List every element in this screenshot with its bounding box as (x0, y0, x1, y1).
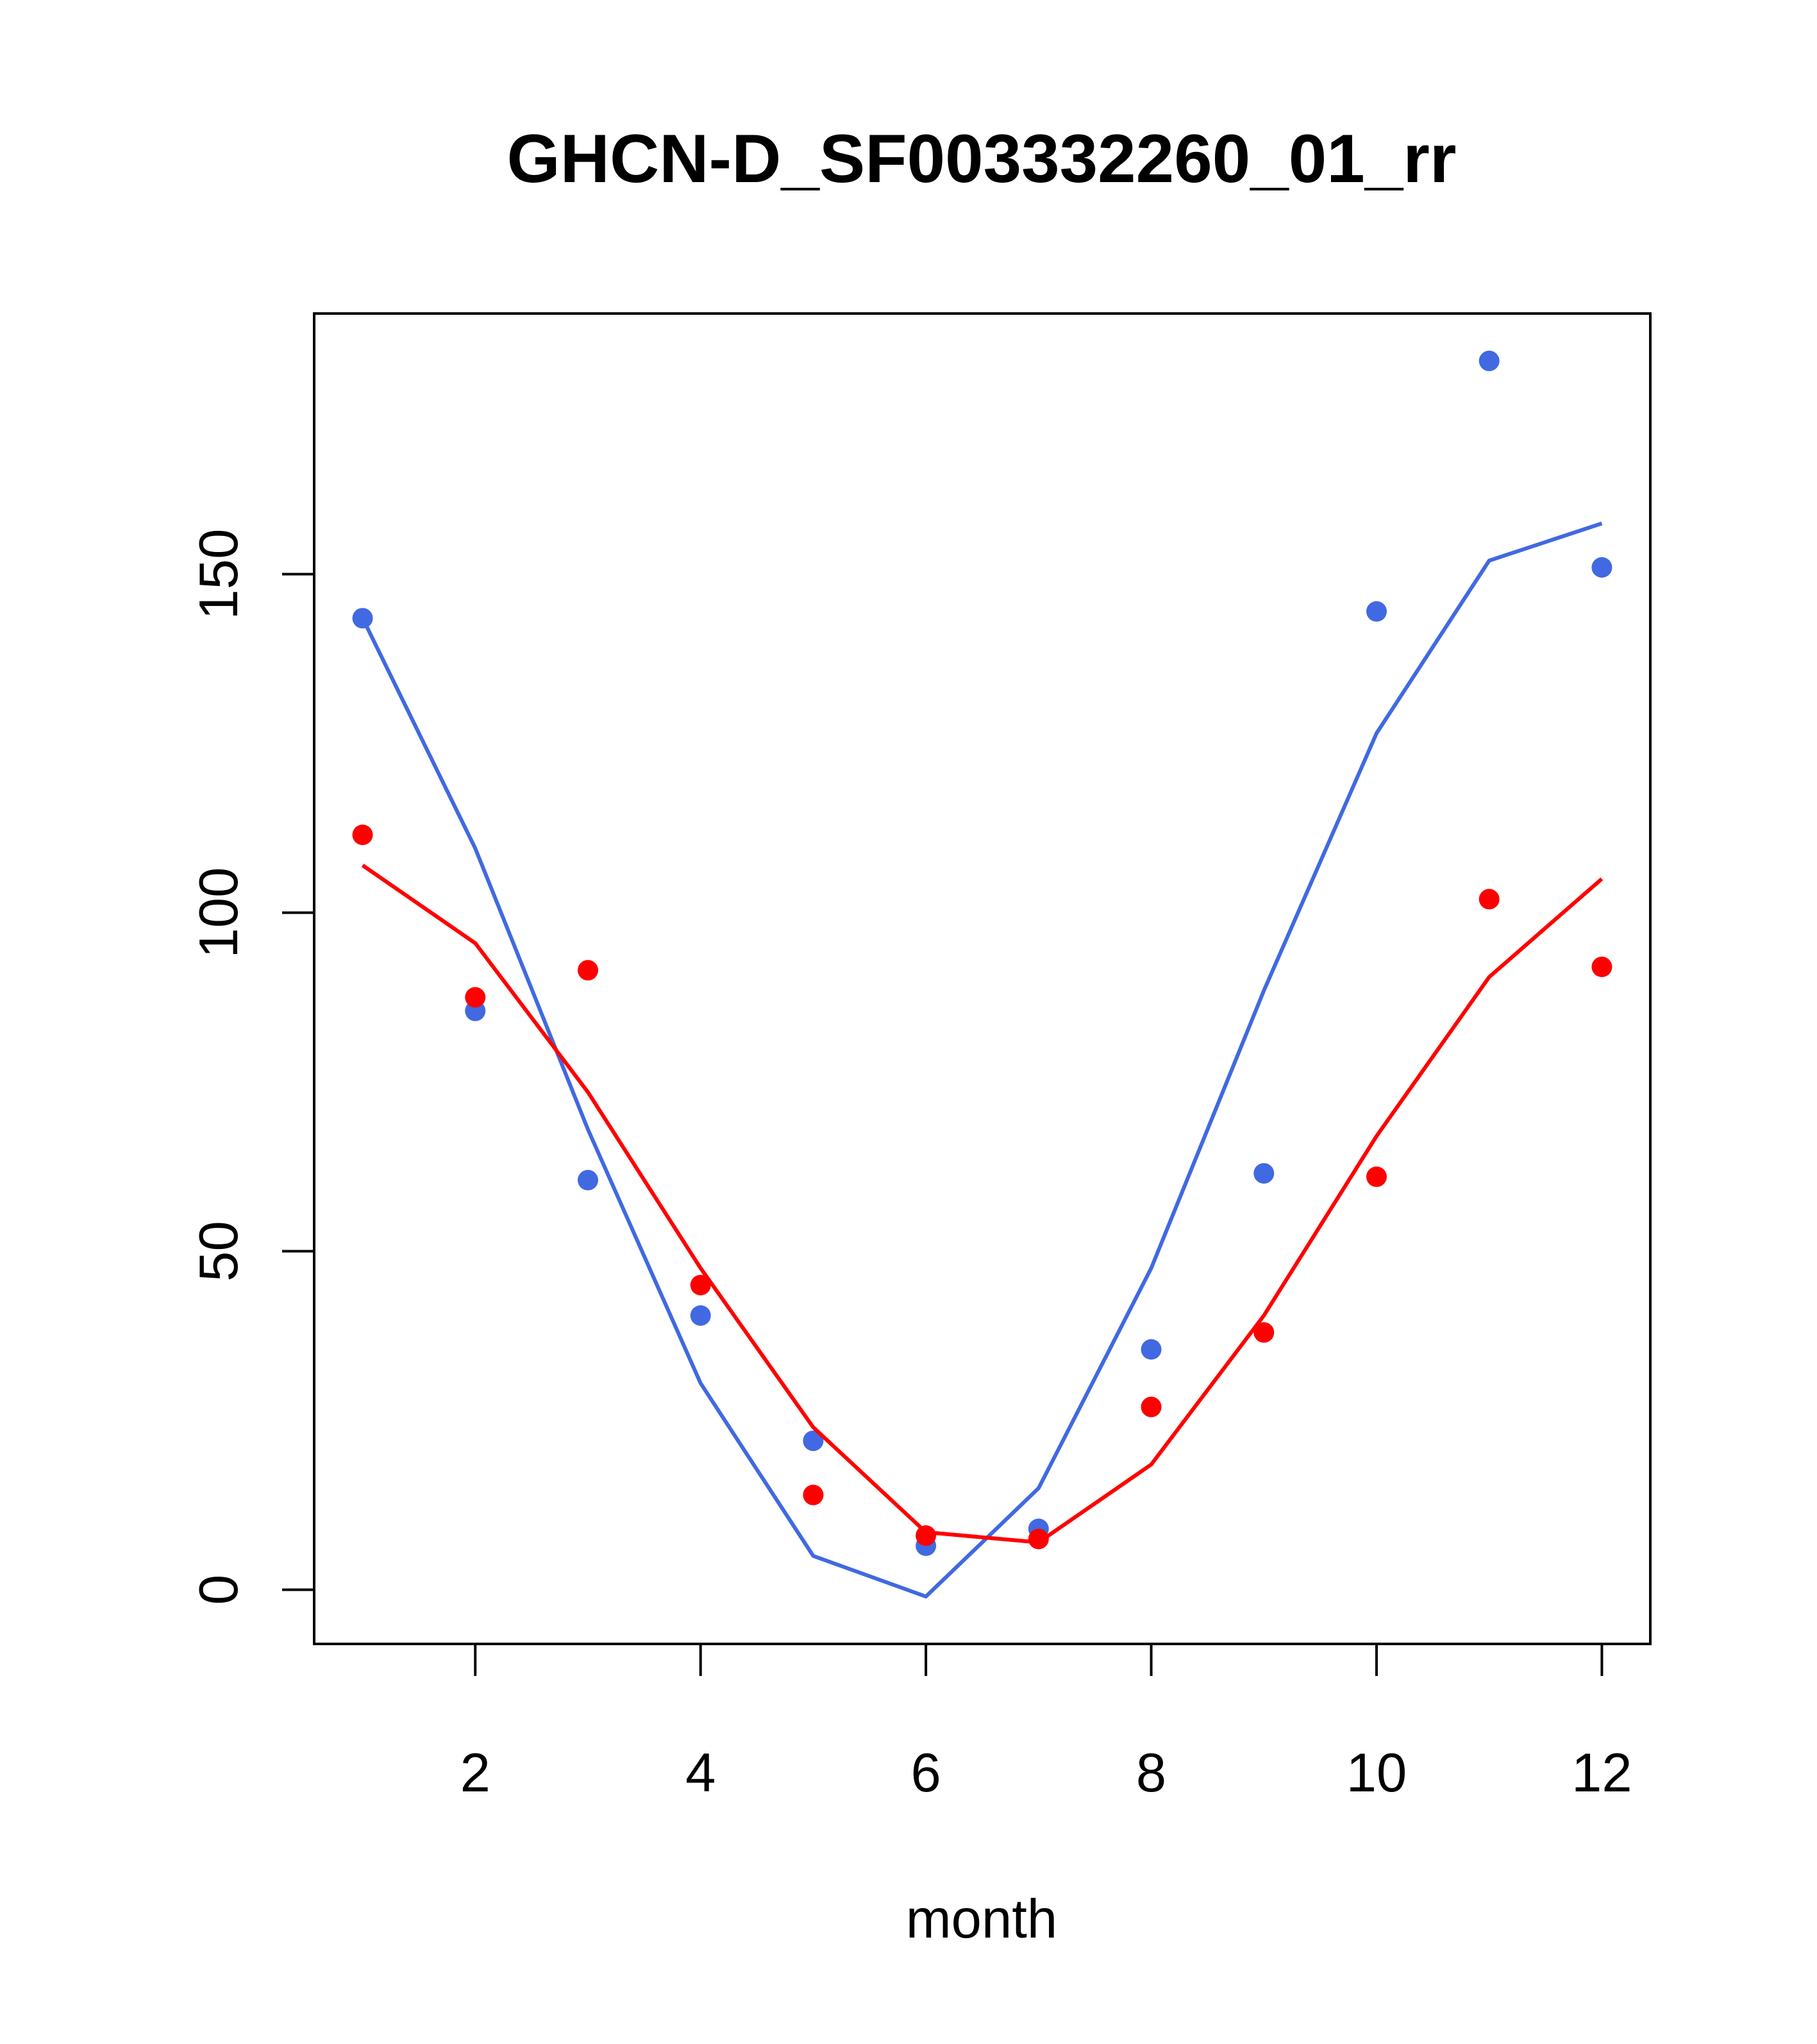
series-1-point (1591, 557, 1612, 578)
series-2-point (577, 960, 598, 981)
series-2-point (803, 1484, 824, 1505)
series-2-point (1028, 1529, 1049, 1550)
y-tick-label: 150 (188, 529, 249, 620)
series-2-point (1478, 889, 1500, 910)
series-2-point (916, 1525, 937, 1546)
series-1-point (1141, 1339, 1162, 1360)
y-axis: 0 50 100 150 (188, 529, 315, 1605)
series-1-point (1478, 350, 1500, 371)
y-tick-label: 0 (188, 1575, 249, 1605)
y-tick-label: 100 (188, 867, 249, 959)
series-1-point (577, 1169, 598, 1191)
x-tick-label: 12 (1571, 1743, 1632, 1804)
plot-frame (313, 312, 1652, 1645)
chart-title: GHCN-D_SF003332260_01_rr (507, 120, 1456, 197)
series-2-point (465, 987, 486, 1008)
x-axis: 2 4 6 8 10 12 (460, 1643, 1632, 1804)
y-tick-label: 50 (188, 1221, 249, 1282)
x-tick-label: 10 (1346, 1743, 1407, 1804)
series-1-point (352, 608, 373, 629)
series-2-point (352, 825, 373, 846)
series-1-point (803, 1430, 824, 1452)
series-1-point (690, 1305, 711, 1326)
series-2-point (1591, 957, 1612, 978)
series-2-point (690, 1275, 711, 1296)
series-2-line (361, 864, 1603, 1545)
x-axis-label: month (906, 1889, 1057, 1950)
x-tick-label: 2 (460, 1743, 490, 1804)
series-1-point (1253, 1163, 1275, 1184)
x-tick-label: 6 (911, 1743, 941, 1804)
series-2-point (1141, 1396, 1162, 1418)
x-tick-label: 4 (685, 1743, 716, 1804)
series-layer (352, 350, 1612, 1599)
series-2-point (1253, 1322, 1275, 1343)
x-tick-label: 8 (1136, 1743, 1166, 1804)
series-1-point (1366, 601, 1387, 622)
series-1-line (360, 521, 1603, 1599)
series-2-point (1366, 1166, 1387, 1187)
